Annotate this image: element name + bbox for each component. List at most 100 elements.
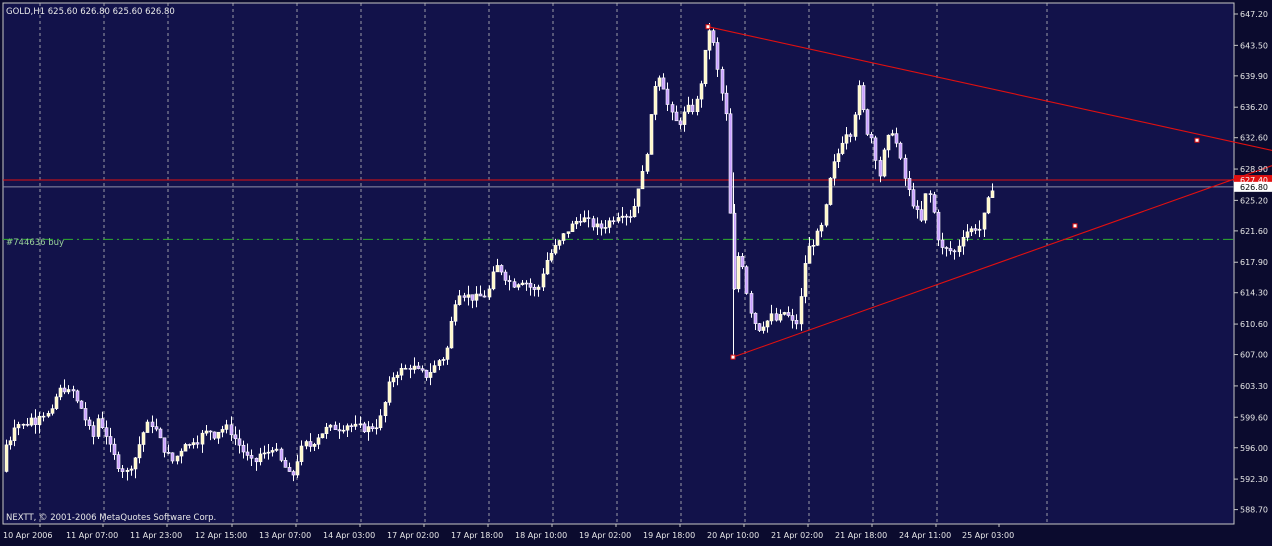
candle-bear: [370, 426, 375, 429]
candle-bear: [715, 42, 720, 70]
candle-bull: [374, 427, 379, 430]
candle-bull: [437, 360, 442, 366]
candle-bull: [799, 296, 804, 325]
candle-bull: [645, 154, 650, 172]
candle-bear: [720, 69, 725, 94]
candle-bear: [898, 142, 903, 159]
candle-bear: [936, 211, 941, 241]
candle-bull: [536, 286, 541, 290]
candle-bear: [424, 369, 429, 378]
candle-bull: [582, 217, 587, 223]
trendline-anchor: [1194, 137, 1200, 143]
candle-bull: [653, 86, 658, 115]
candle-bear: [162, 437, 167, 453]
candle-bull: [957, 245, 962, 253]
candle-bull: [566, 231, 571, 234]
candle-bull: [836, 153, 841, 162]
candle-bear: [749, 293, 754, 314]
trendline-anchor: [1072, 223, 1078, 229]
time-tick-label: 21 Apr 18:00: [835, 531, 887, 540]
grid: [39, 3, 1048, 524]
candles: [4, 22, 995, 482]
candle-bull: [487, 288, 492, 298]
trendline: [707, 26, 1272, 151]
candle-bear: [973, 228, 978, 231]
candle-bear: [62, 387, 67, 393]
candle-bear: [212, 431, 217, 439]
time-tick-label: 17 Apr 18:00: [451, 531, 503, 540]
candle-bear: [287, 467, 292, 472]
trendline: [732, 165, 1272, 358]
candle-bear: [628, 216, 633, 218]
candle-bull: [703, 49, 708, 84]
candle-bull: [574, 220, 579, 225]
candle-bull: [270, 450, 275, 453]
candle-bear: [507, 280, 512, 282]
candle-bear: [932, 194, 937, 213]
price-tick-label: 621.60: [1240, 227, 1268, 236]
candle-bear: [624, 215, 629, 218]
candle-bull: [133, 457, 138, 470]
candle-bull: [366, 426, 371, 433]
candle-bull: [819, 224, 824, 232]
candle-bear: [952, 250, 957, 253]
price-tick-label: 628.90: [1240, 165, 1268, 174]
candle-bull: [453, 304, 458, 322]
candle-bull: [220, 429, 225, 433]
red-level-tag-label: 627.40: [1240, 176, 1268, 185]
candle-bear: [349, 425, 354, 427]
time-tick-label: 18 Apr 10:00: [515, 531, 567, 540]
candle-bear: [91, 425, 96, 437]
candle-bear: [661, 77, 666, 90]
time-tick-label: 21 Apr 02:00: [771, 531, 823, 540]
candle-bull: [549, 252, 554, 261]
candle-bear: [420, 368, 425, 371]
candle-bull: [541, 273, 546, 288]
candle-bear: [482, 295, 487, 298]
candle-bear: [928, 193, 933, 195]
price-tick-label: 588.70: [1240, 506, 1268, 515]
candle-bear: [873, 137, 878, 161]
candle-bear: [678, 120, 683, 125]
candle-bull: [824, 204, 829, 226]
candle-bull: [616, 217, 621, 222]
candle-bull: [204, 430, 209, 434]
candle-bear: [195, 442, 200, 445]
plot-area: [2, 2, 1235, 525]
candle-bull: [636, 188, 641, 207]
candle-bull: [965, 231, 970, 238]
current-price-tag: [1234, 181, 1272, 192]
candle-bull: [129, 468, 134, 471]
time-tick-label: 19 Apr 02:00: [579, 531, 631, 540]
candle-bear: [499, 265, 504, 273]
candle-bull: [46, 413, 51, 417]
order-label: #744636 buy: [6, 238, 64, 248]
candle-bull: [16, 424, 21, 429]
candle-bear: [744, 266, 749, 294]
candle-bear: [462, 295, 467, 298]
candle-bull: [769, 313, 774, 322]
time-tick-label: 20 Apr 10:00: [707, 531, 759, 540]
price-tick-label: 607.00: [1240, 351, 1268, 360]
candle-bear: [711, 30, 716, 43]
candle-bull: [274, 448, 279, 451]
candle-bear: [112, 443, 117, 455]
candle-bull: [179, 450, 184, 457]
candle-bull: [258, 453, 263, 463]
candle-bear: [865, 109, 870, 135]
price-tick-label: 617.90: [1240, 258, 1268, 267]
candle-bull: [312, 444, 317, 447]
trendlines: [705, 24, 1272, 360]
candle-bull: [474, 293, 479, 301]
candle-bull: [603, 227, 608, 229]
candle-bull: [399, 368, 404, 376]
candle-bull: [175, 455, 180, 462]
candle-bear: [478, 293, 483, 297]
candle-bull: [353, 423, 358, 427]
candle-bear: [249, 455, 254, 459]
candle-bear: [71, 389, 76, 392]
candle-bull: [412, 365, 417, 370]
candle-bull: [969, 228, 974, 233]
